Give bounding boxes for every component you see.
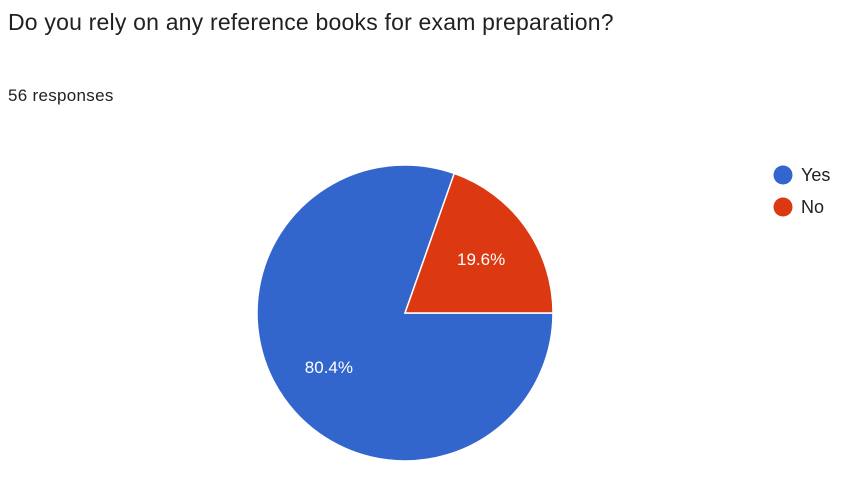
legend-item-yes[interactable]: Yes <box>773 165 831 185</box>
legend-label-yes: Yes <box>801 165 830 185</box>
question-title: Do you rely on any reference books for e… <box>8 9 614 35</box>
response-count: 56 responses <box>8 86 114 105</box>
legend-swatch-yes <box>773 165 793 185</box>
pie-label-yes: 80.4% <box>305 358 353 377</box>
pie-slices <box>256 164 554 462</box>
legend-swatch-no <box>773 197 793 217</box>
pie-slice-no[interactable] <box>403 172 554 314</box>
pie-slice-yes[interactable] <box>256 164 554 462</box>
pie-label-no: 19.6% <box>457 250 505 269</box>
pie-slice-labels: 80.4% 19.6% <box>305 250 505 377</box>
legend: Yes No <box>773 165 831 217</box>
legend-label-no: No <box>801 197 824 217</box>
legend-item-no[interactable]: No <box>773 197 825 217</box>
